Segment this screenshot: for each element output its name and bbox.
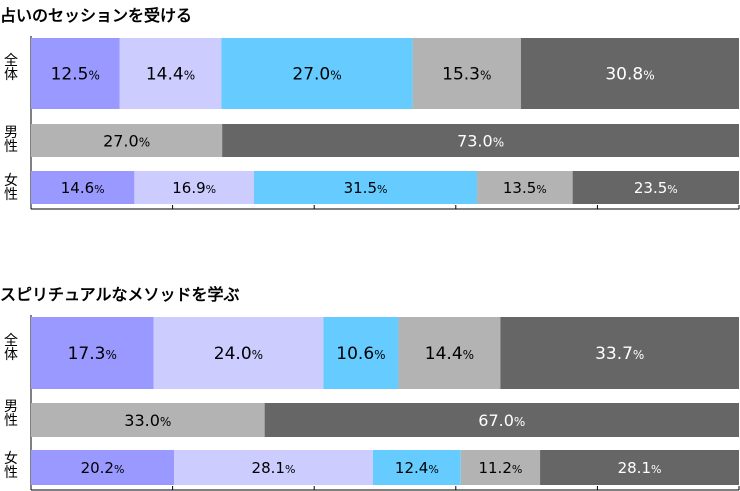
bar-segment	[119, 38, 222, 109]
chart-2-row-label-all: 全体	[4, 333, 18, 363]
data-label: 12.4%	[395, 459, 439, 477]
data-label: 14.6%	[61, 179, 105, 197]
data-label: 28.1%	[618, 459, 662, 477]
bar-segment	[31, 124, 223, 157]
data-label: 16.9%	[172, 179, 216, 197]
data-label: 27.0%	[103, 131, 150, 150]
bar-segment	[372, 450, 461, 485]
data-label: 15.3%	[442, 65, 491, 85]
chart-2-row-label-male: 男性	[4, 399, 18, 429]
bar-segment	[31, 171, 135, 204]
bar-segment	[323, 317, 399, 389]
bar-segment	[31, 403, 265, 437]
data-label: 67.0%	[478, 411, 525, 430]
data-label: 13.5%	[503, 179, 547, 197]
data-label: 17.3%	[68, 344, 117, 364]
data-label: 20.2%	[81, 459, 125, 477]
chart-2-title: スピリチュアルなメソッドを学ぶ	[0, 285, 240, 304]
chart-1-row-label-all: 全体	[4, 53, 18, 83]
data-label: 33.0%	[124, 411, 171, 430]
data-label: 73.0%	[457, 131, 504, 150]
bar-segment	[520, 38, 739, 109]
bar-segment	[222, 124, 739, 157]
bar-segment	[31, 450, 175, 485]
bar-segment	[31, 38, 120, 109]
bar-segment	[264, 403, 739, 437]
bar-segment	[460, 450, 541, 485]
data-label: 11.2%	[478, 459, 522, 477]
chart-1-title: 占いのセッションを受ける	[0, 6, 193, 25]
bar-segment	[221, 38, 413, 109]
bar-segment	[134, 171, 255, 204]
data-label: 30.8%	[605, 65, 654, 85]
data-label: 31.5%	[344, 179, 388, 197]
data-label: 28.1%	[252, 459, 296, 477]
data-label: 27.0%	[292, 65, 341, 85]
data-label: 24.0%	[214, 344, 263, 364]
bar-segment	[398, 317, 501, 389]
data-label: 33.7%	[595, 344, 644, 364]
data-label: 14.4%	[425, 344, 474, 364]
bar-segment	[174, 450, 373, 485]
bar-segment	[153, 317, 324, 389]
bar-segment	[572, 171, 739, 204]
chart-2-row-label-female: 女性	[4, 451, 18, 481]
data-label: 12.5%	[51, 65, 100, 85]
bar-segment	[254, 171, 478, 204]
bar-segment	[540, 450, 739, 485]
chart-1-row-label-male: 男性	[4, 125, 18, 155]
bar-segment	[477, 171, 573, 204]
chart-1-row-label-female: 女性	[4, 173, 18, 203]
data-label: 23.5%	[634, 179, 678, 197]
data-label: 14.4%	[146, 65, 195, 85]
bar-segment	[31, 317, 154, 389]
bar-segment	[412, 38, 521, 109]
bar-segment	[500, 317, 739, 389]
data-label: 10.6%	[336, 344, 385, 364]
